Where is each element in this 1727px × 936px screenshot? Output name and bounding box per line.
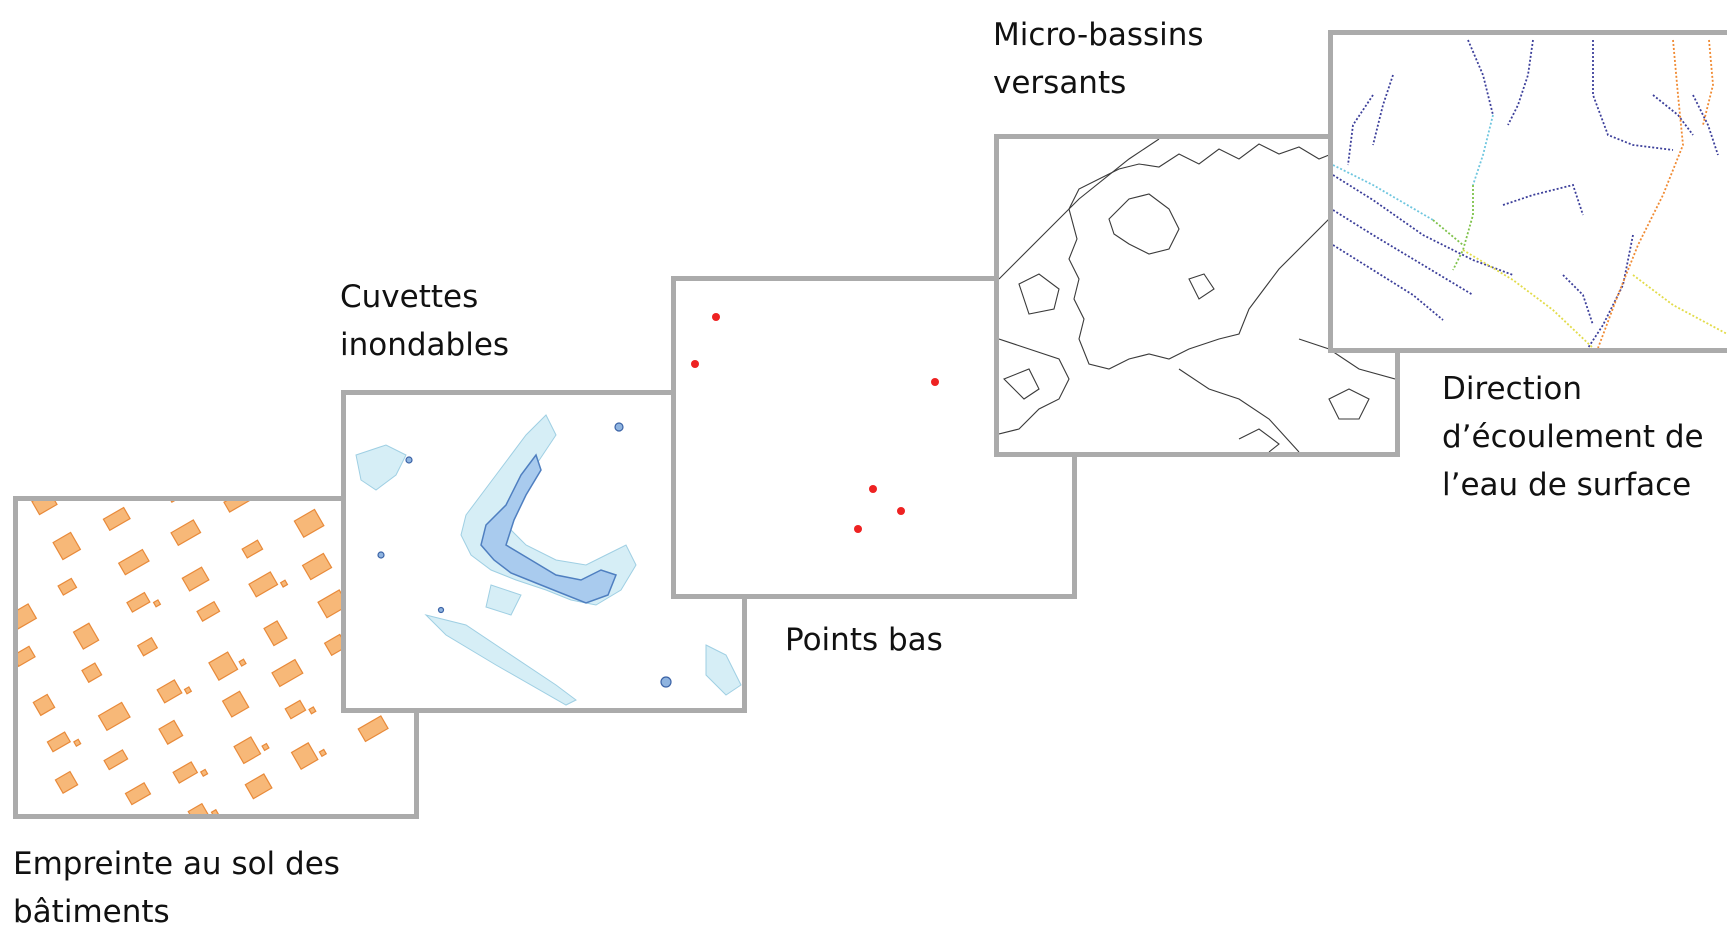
building-footprint [46, 731, 72, 753]
building-footprint [196, 600, 221, 622]
micro-basins-label-line-2: versants [993, 65, 1127, 101]
flow-direction-panel [1328, 30, 1727, 353]
flow-direction-label-line-3: l’eau de surface [1442, 467, 1692, 503]
micro-basins-label: Micro-bassins versants [993, 11, 1204, 107]
flow-direction-label-line-1: Direction [1442, 371, 1583, 407]
building-footprint [248, 571, 279, 598]
low-points-label: Points bas [785, 616, 943, 664]
building-footprint [293, 508, 325, 539]
building-footprint [263, 620, 288, 647]
building-footprint [199, 768, 209, 778]
building-footprint [136, 636, 159, 657]
building-footprint [208, 651, 239, 681]
building-footprint [271, 658, 304, 688]
flow-direction-map [1333, 39, 1727, 348]
depressions-label-line-2: inondables [340, 327, 510, 363]
building-footprint [233, 736, 262, 765]
flow-direction-label: Direction d’écoulement de l’eau de surfa… [1442, 365, 1704, 509]
building-footprint [73, 738, 82, 748]
building-footprint [52, 531, 82, 561]
building-footprint [290, 742, 319, 770]
building-footprint [172, 761, 199, 784]
flood-depressions-map [355, 414, 742, 706]
building-footprint [57, 577, 78, 596]
building-footprint [124, 781, 152, 806]
building-footprint [31, 501, 58, 516]
building-footprint [279, 579, 289, 588]
building-footprint [163, 501, 188, 504]
building-footprint [170, 519, 202, 547]
building-footprint [308, 706, 317, 715]
building-footprint [102, 506, 131, 532]
buildings-label-line-1: Empreinte au sol des [13, 846, 340, 882]
depressions-label-line-1: Cuvettes [340, 279, 479, 315]
building-footprint [238, 658, 247, 667]
building-footprint [18, 645, 36, 668]
building-footprint [284, 699, 307, 720]
building-footprint [223, 501, 252, 513]
buildings-label: Empreinte au sol des bâtiments [13, 840, 340, 936]
building-footprint [357, 715, 389, 743]
building-footprint [72, 622, 100, 650]
low-points-label-line-1: Points bas [785, 622, 943, 658]
building-footprint [187, 802, 210, 814]
building-footprint [18, 603, 38, 632]
building-footprint [81, 662, 103, 684]
building-footprint [181, 566, 210, 592]
micro-basins-label-line-1: Micro-bassins [993, 17, 1204, 53]
flow-direction-label-line-2: d’écoulement de [1442, 419, 1704, 455]
building-footprint [301, 552, 333, 581]
building-footprint [221, 690, 250, 718]
building-footprint [97, 701, 131, 732]
building-footprint [210, 808, 220, 814]
building-footprint [318, 748, 328, 758]
building-footprint [117, 548, 150, 576]
building-footprint [244, 773, 273, 800]
building-footprint [32, 693, 56, 717]
building-footprint [103, 749, 129, 771]
building-footprint [156, 679, 183, 704]
depressions-label: Cuvettes inondables [340, 273, 509, 369]
building-footprint [152, 599, 162, 608]
building-footprint [241, 539, 264, 559]
building-footprint [54, 770, 79, 794]
building-footprint [126, 591, 151, 613]
building-footprint [158, 719, 184, 745]
building-footprint [261, 742, 270, 752]
buildings-label-line-2: bâtiments [13, 894, 170, 930]
building-footprint [183, 686, 193, 695]
micro-basins-map [999, 139, 1395, 452]
low-points-map [691, 313, 939, 533]
